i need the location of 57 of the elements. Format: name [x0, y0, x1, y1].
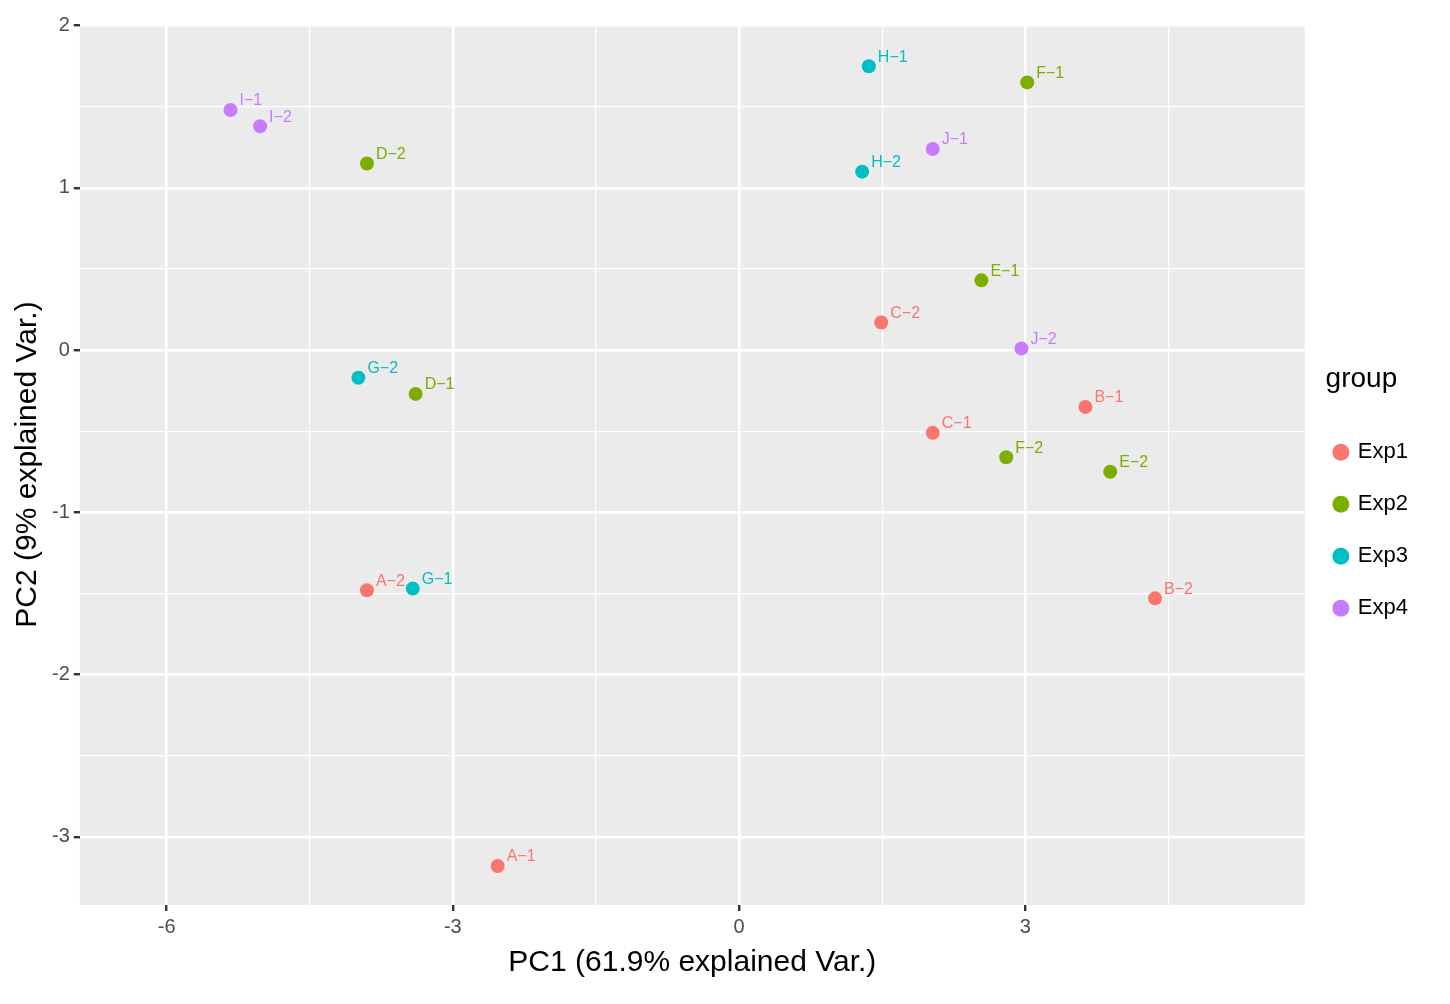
y-axis-title: PC2 (9% explained Var.): [9, 301, 43, 628]
y-tick-label: -1: [51, 499, 70, 522]
annotation: I−2: [269, 107, 292, 125]
annotation: H−2: [871, 153, 902, 171]
annotation: F−1: [1036, 63, 1065, 81]
point: [351, 370, 366, 385]
annotation: E−2: [1119, 453, 1149, 471]
point: [359, 156, 374, 171]
point: [999, 450, 1014, 465]
y-tick-label: 0: [58, 337, 70, 360]
x-tick-label: 3: [1019, 914, 1031, 937]
x-tick-label: -6: [157, 914, 176, 937]
annotation: J−2: [1030, 329, 1057, 347]
annotation: B−1: [1094, 388, 1124, 406]
point: [359, 583, 374, 598]
annotation: H−1: [877, 47, 908, 65]
annotation: G−2: [367, 359, 399, 377]
annotation: G−1: [421, 570, 453, 588]
point: [861, 59, 876, 74]
point: [408, 386, 423, 401]
point: [223, 102, 238, 117]
annotation: C−1: [941, 414, 972, 432]
y-tick-label: -2: [51, 662, 70, 685]
point: [1020, 75, 1035, 90]
legend-label: Exp1: [1357, 438, 1409, 464]
annotation: A−1: [506, 847, 536, 865]
annotation: D−1: [424, 375, 455, 393]
point: [1148, 591, 1163, 606]
y-tick-label: 2: [58, 13, 70, 36]
point: [253, 119, 268, 134]
legend-label: Exp4: [1357, 594, 1409, 620]
point: [925, 425, 940, 440]
annotation: F−2: [1015, 438, 1044, 456]
point: [855, 164, 870, 179]
point: [874, 315, 889, 330]
x-tick-label: 0: [733, 914, 745, 937]
annotation: J−1: [941, 130, 969, 148]
annotation: D−2: [375, 144, 406, 162]
x-axis-title: PC1 (61.9% explained Var.): [508, 944, 877, 978]
x-tick-label: -3: [443, 914, 462, 937]
y-tick-label: -3: [51, 824, 70, 847]
annotation: A−2: [375, 571, 405, 589]
annotation: B−2: [1164, 579, 1194, 597]
point: [490, 859, 505, 874]
annotation: I−1: [239, 91, 263, 109]
point: [405, 581, 420, 596]
point: [1078, 399, 1093, 414]
legend-label: Exp3: [1357, 542, 1409, 568]
legend-title: group: [1325, 362, 1398, 394]
annotation: E−1: [990, 261, 1020, 279]
point: [974, 273, 989, 288]
y-tick-label: 1: [58, 175, 70, 198]
point: [925, 141, 940, 156]
legend-label: Exp2: [1357, 490, 1409, 516]
annotation: C−2: [890, 303, 921, 321]
point: [1014, 341, 1029, 356]
point: [1103, 464, 1118, 479]
